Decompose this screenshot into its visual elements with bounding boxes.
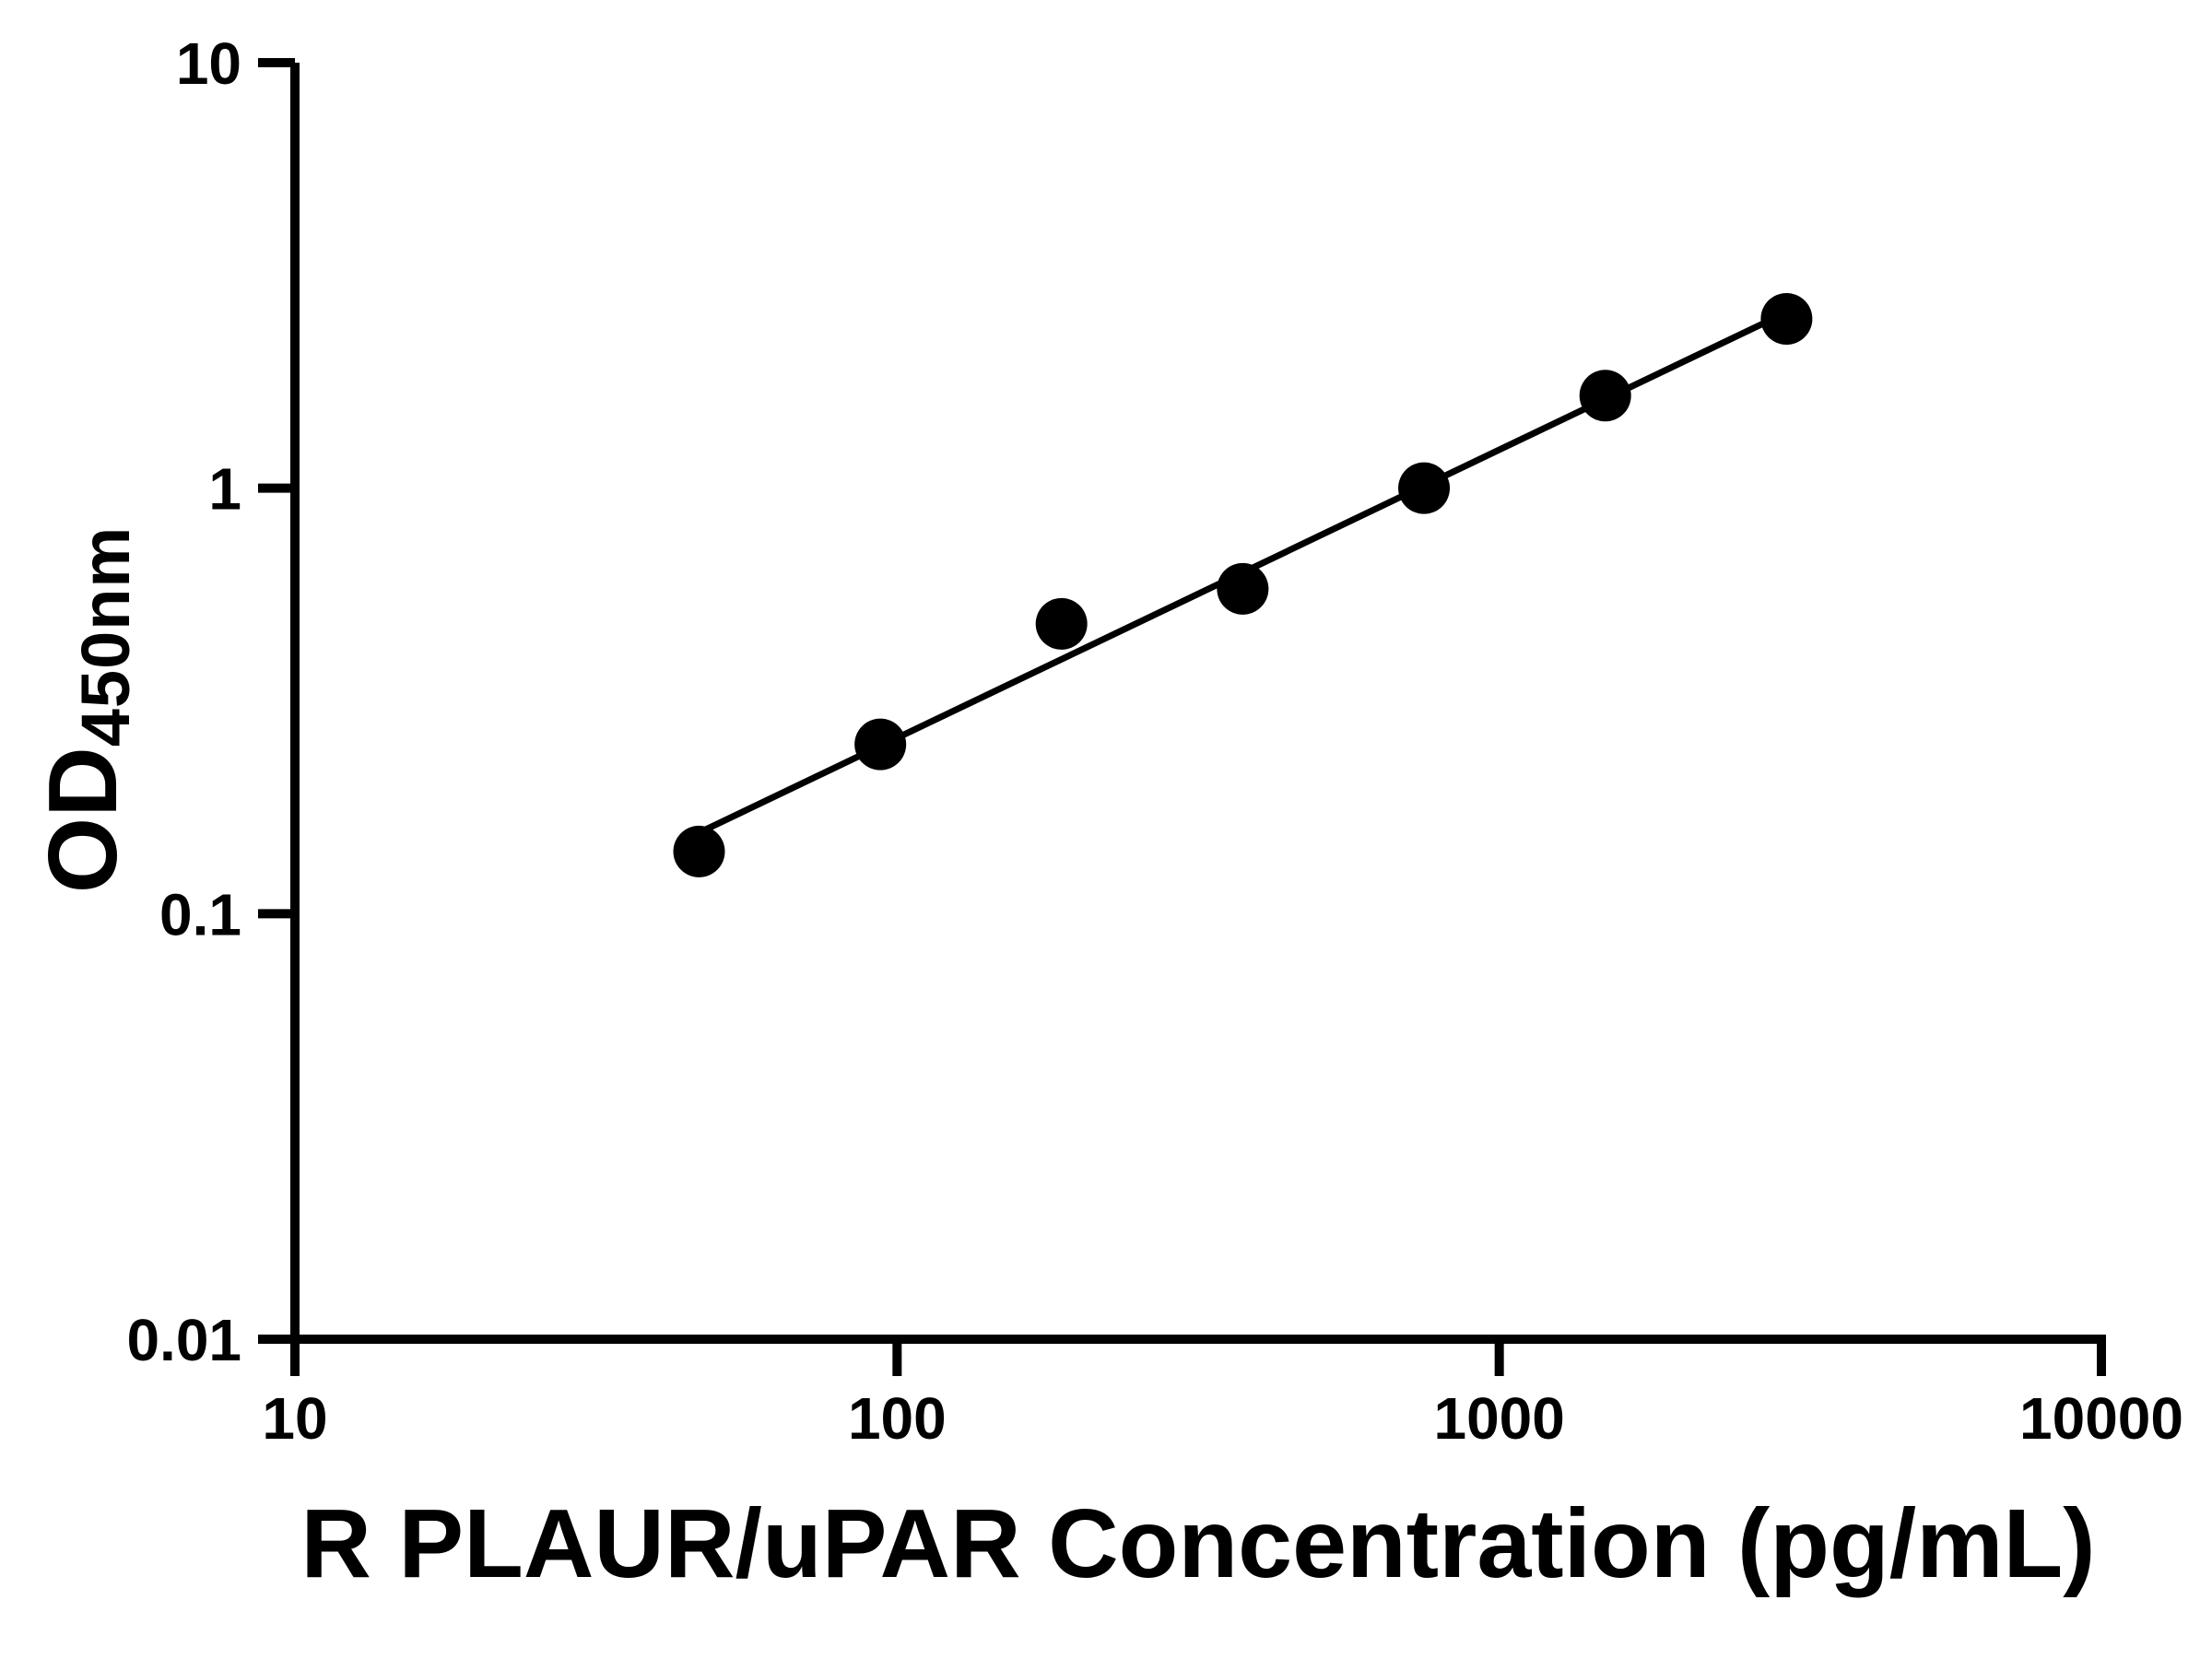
data-point: [1398, 462, 1451, 514]
data-point: [854, 718, 907, 771]
x-axis-title: R PLAUR/uPAR Concentration (pg/mL): [300, 1489, 2096, 1598]
data-point: [1579, 370, 1631, 422]
y-axis-title: OD450nm: [14, 387, 152, 1032]
y-tick-label: 0.1: [159, 881, 241, 947]
x-tick-label: 1000: [1433, 1385, 1564, 1452]
x-tick-label: 10: [262, 1385, 327, 1452]
y-tick-label: 1: [208, 456, 241, 523]
data-point: [1217, 562, 1269, 615]
y-tick-label: 0.01: [126, 1307, 241, 1373]
x-tick-label: 10000: [2019, 1385, 2183, 1452]
y-tick-label: 10: [176, 30, 241, 97]
data-point: [1035, 597, 1088, 650]
data-point: [673, 825, 725, 877]
y-axis-title-subscript: 450nm: [67, 525, 144, 747]
y-axis-title-text: OD: [29, 747, 137, 894]
data-point: [1760, 292, 1813, 345]
x-tick-label: 100: [848, 1385, 947, 1452]
